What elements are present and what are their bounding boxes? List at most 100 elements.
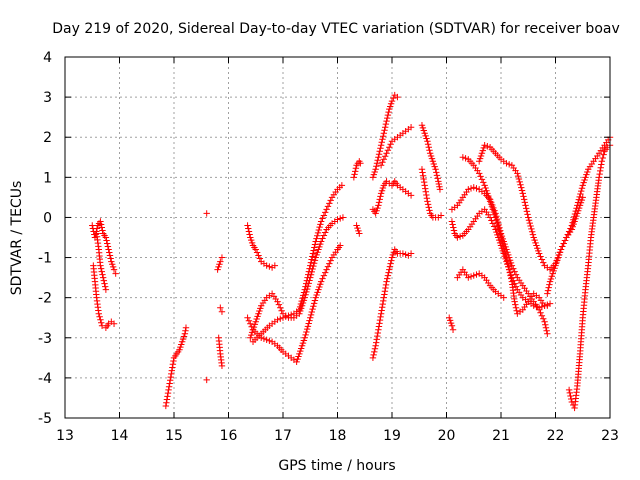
data-point <box>102 234 110 241</box>
data-point <box>516 178 523 186</box>
data-point <box>549 270 556 277</box>
data-point <box>250 323 258 331</box>
data-point <box>181 330 189 337</box>
data-point <box>377 313 384 321</box>
data-point <box>287 311 295 318</box>
data-point <box>278 307 285 314</box>
data-point <box>378 304 386 311</box>
data-point <box>377 193 384 200</box>
data-point <box>244 222 251 229</box>
data-point <box>510 265 517 272</box>
data-point <box>596 170 603 178</box>
x-tick-label: 19 <box>383 428 401 444</box>
data-point <box>497 231 504 238</box>
data-point <box>505 161 513 168</box>
data-point <box>511 298 518 305</box>
data-point <box>317 278 325 285</box>
data-point <box>96 313 103 320</box>
data-point <box>372 339 380 346</box>
data-point <box>327 197 334 204</box>
data-point <box>326 260 333 267</box>
data-point <box>379 184 387 192</box>
data-point <box>421 182 428 189</box>
data-point <box>106 249 113 256</box>
data-point <box>307 311 315 319</box>
data-point <box>218 254 226 261</box>
data-point <box>544 330 551 337</box>
data-point <box>470 272 477 279</box>
data-point <box>381 153 389 160</box>
data-point <box>483 187 490 194</box>
data-point <box>282 313 289 320</box>
data-point <box>492 226 499 233</box>
data-point <box>386 144 393 151</box>
data-point <box>544 302 551 309</box>
data-point <box>573 212 580 220</box>
data-point <box>579 194 586 201</box>
y-axis-label: SDTVAR / TECUs <box>9 181 25 296</box>
data-point <box>523 208 531 215</box>
data-point <box>418 121 426 129</box>
data-point <box>514 170 521 177</box>
data-point <box>524 211 531 218</box>
data-point <box>450 227 458 234</box>
data-point <box>481 142 488 149</box>
data-point <box>428 155 436 162</box>
data-point <box>495 225 502 233</box>
data-point <box>375 154 382 161</box>
data-point <box>263 336 270 343</box>
data-point <box>377 190 385 197</box>
data-point <box>380 156 388 163</box>
data-point <box>334 216 341 223</box>
data-point <box>514 172 522 180</box>
data-point <box>436 186 444 193</box>
data-point <box>323 266 330 273</box>
data-point <box>502 251 509 258</box>
y-tick-label: 1 <box>43 170 52 186</box>
data-point <box>214 266 221 273</box>
data-point <box>518 184 525 191</box>
data-point <box>425 204 432 211</box>
data-point <box>596 167 604 175</box>
data-point <box>351 171 358 178</box>
data-point <box>247 320 254 327</box>
data-point <box>422 132 429 140</box>
data-point <box>297 345 305 352</box>
data-point <box>303 328 310 336</box>
data-point <box>473 185 480 192</box>
data-point <box>379 300 386 308</box>
data-point <box>462 155 469 162</box>
x-tick-label: 23 <box>601 428 619 444</box>
data-point <box>538 256 546 263</box>
data-point <box>507 259 515 267</box>
data-point <box>274 316 281 323</box>
data-point <box>218 362 226 370</box>
data-point <box>100 277 108 284</box>
x-tick-label: 21 <box>492 428 510 444</box>
data-point <box>277 304 284 311</box>
data-point <box>97 265 105 272</box>
data-point <box>247 334 254 341</box>
data-point <box>369 174 377 181</box>
x-tick-label: 17 <box>274 428 292 444</box>
data-point <box>180 333 188 340</box>
data-point <box>478 150 486 157</box>
data-point <box>260 335 268 342</box>
data-point <box>386 105 393 113</box>
data-point <box>503 257 511 264</box>
data-point <box>567 392 574 400</box>
data-point <box>310 247 317 254</box>
data-point <box>571 218 578 225</box>
data-point <box>479 147 487 154</box>
data-point <box>249 326 257 333</box>
data-point <box>599 154 606 162</box>
data-point <box>317 218 325 225</box>
data-point <box>216 261 223 268</box>
data-point <box>419 169 426 176</box>
data-point <box>424 198 431 205</box>
data-point <box>89 222 96 229</box>
data-point <box>456 233 464 240</box>
data-point <box>372 342 379 349</box>
data-point <box>353 222 360 229</box>
